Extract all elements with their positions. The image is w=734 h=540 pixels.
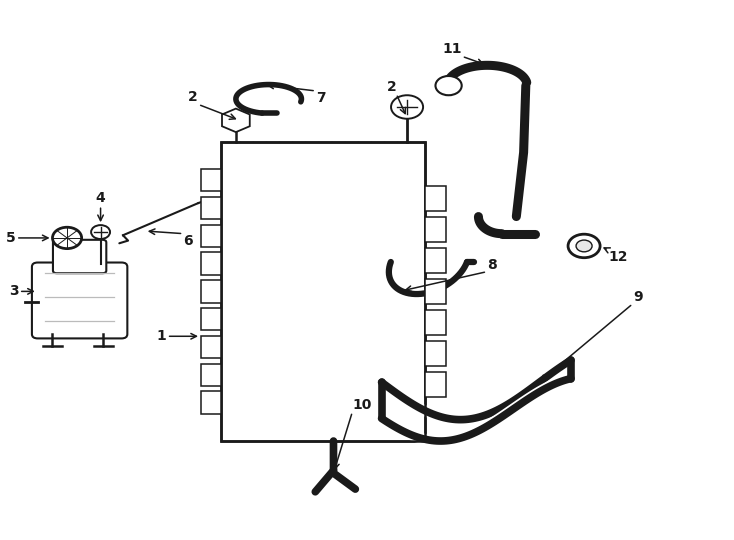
Bar <box>222 141 425 441</box>
FancyBboxPatch shape <box>53 240 106 273</box>
Text: 4: 4 <box>95 191 106 205</box>
Circle shape <box>576 240 592 252</box>
Bar <box>425 217 446 242</box>
Text: 11: 11 <box>442 42 462 56</box>
Bar <box>425 186 446 211</box>
Text: 12: 12 <box>608 250 628 264</box>
FancyBboxPatch shape <box>32 262 127 339</box>
Bar <box>425 248 446 273</box>
Bar <box>201 392 222 414</box>
Text: 3: 3 <box>10 285 19 299</box>
Circle shape <box>91 225 110 239</box>
Circle shape <box>568 234 600 258</box>
Bar <box>201 225 222 247</box>
Bar <box>201 336 222 358</box>
Circle shape <box>435 76 462 95</box>
Circle shape <box>391 95 423 119</box>
Text: 7: 7 <box>316 91 326 105</box>
Bar <box>222 141 425 441</box>
Text: 5: 5 <box>6 231 16 245</box>
Text: 2: 2 <box>386 79 396 93</box>
Bar <box>201 197 222 219</box>
Text: 8: 8 <box>487 258 497 272</box>
Text: 6: 6 <box>184 234 193 248</box>
Bar <box>201 363 222 386</box>
Circle shape <box>53 227 81 248</box>
Text: 2: 2 <box>188 90 198 104</box>
Bar <box>201 169 222 192</box>
Text: 9: 9 <box>633 289 642 303</box>
Text: 1: 1 <box>157 329 167 343</box>
Bar <box>201 280 222 302</box>
Bar <box>425 310 446 335</box>
Bar <box>425 372 446 397</box>
Text: 10: 10 <box>352 397 372 411</box>
Bar <box>425 341 446 366</box>
Bar <box>425 279 446 303</box>
Bar <box>201 308 222 330</box>
Bar <box>201 252 222 275</box>
